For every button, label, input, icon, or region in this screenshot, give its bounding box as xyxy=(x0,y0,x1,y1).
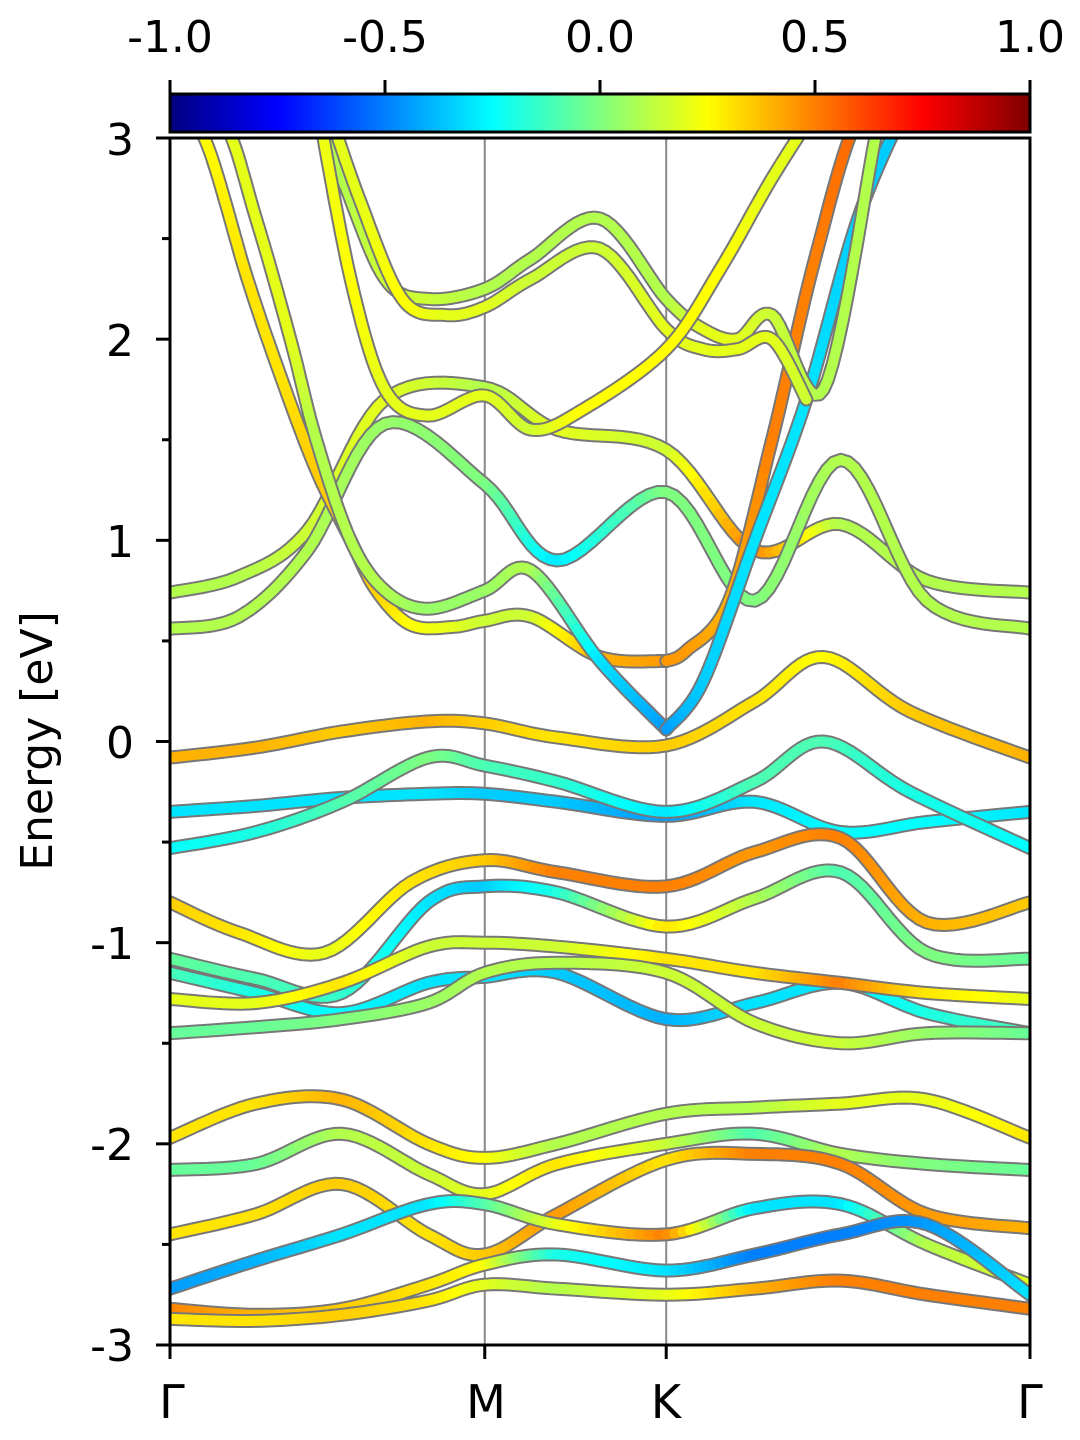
band-series xyxy=(170,734,1030,856)
band-series xyxy=(170,1213,1030,1322)
band-series xyxy=(170,955,1030,1051)
y-tick-label: -3 xyxy=(90,1321,134,1372)
band-series xyxy=(170,415,1030,636)
band-outline xyxy=(316,138,806,437)
colorbar: -1.0 -0.5 0.0 0.5 1.0 xyxy=(127,12,1065,134)
plot-area xyxy=(156,136,1032,1359)
colorbar-tick-label: 0.5 xyxy=(780,12,850,63)
bands xyxy=(170,138,1030,1328)
x-tick-label-gamma: Γ xyxy=(159,1375,185,1429)
band-series xyxy=(170,375,1030,600)
x-tick-label-gamma-end: Γ xyxy=(1017,1375,1043,1429)
y-tick-label: 2 xyxy=(106,316,134,367)
band-series xyxy=(170,1089,1030,1165)
y-tick-label: -2 xyxy=(90,1120,134,1171)
x-axis-ticks xyxy=(168,1345,1032,1359)
band-series xyxy=(170,827,1030,962)
colorbar-tick-label: -0.5 xyxy=(342,12,428,63)
colorbar-ticks xyxy=(168,80,1032,94)
y-tick-label: 0 xyxy=(106,718,134,769)
colorbar-tick-label: -1.0 xyxy=(127,12,213,63)
band-series xyxy=(170,1194,1030,1296)
colorbar-tick-label: 0.0 xyxy=(565,12,635,63)
band-segment xyxy=(799,391,812,405)
band-series xyxy=(330,138,814,407)
colorbar-tick-labels: -1.0 -0.5 0.0 0.5 1.0 xyxy=(127,12,1065,63)
band-series xyxy=(170,935,1030,1011)
y-axis-ticks xyxy=(156,136,170,1347)
band-series xyxy=(316,138,806,437)
y-tick-label: -1 xyxy=(90,919,134,970)
y-axis-tick-labels: 3 2 1 0 -1 -2 -3 xyxy=(90,115,134,1372)
band-series xyxy=(170,863,1030,1004)
band-series xyxy=(170,1126,1030,1202)
x-tick-label-m: M xyxy=(466,1375,506,1429)
y-tick-label: 3 xyxy=(106,115,134,166)
band-segment xyxy=(867,138,881,157)
y-tick-label: 1 xyxy=(106,517,134,568)
band-series xyxy=(170,1273,1030,1328)
band-outline xyxy=(170,415,1030,636)
colorbar-tick-label: 1.0 xyxy=(995,12,1065,63)
x-axis-tick-labels: Γ M K Γ xyxy=(159,1375,1043,1429)
colorbar-gradient-bar xyxy=(168,92,1032,134)
band-series xyxy=(170,650,1030,765)
y-axis-label: Energy [eV] xyxy=(12,611,63,871)
x-tick-label-k: K xyxy=(651,1375,683,1429)
